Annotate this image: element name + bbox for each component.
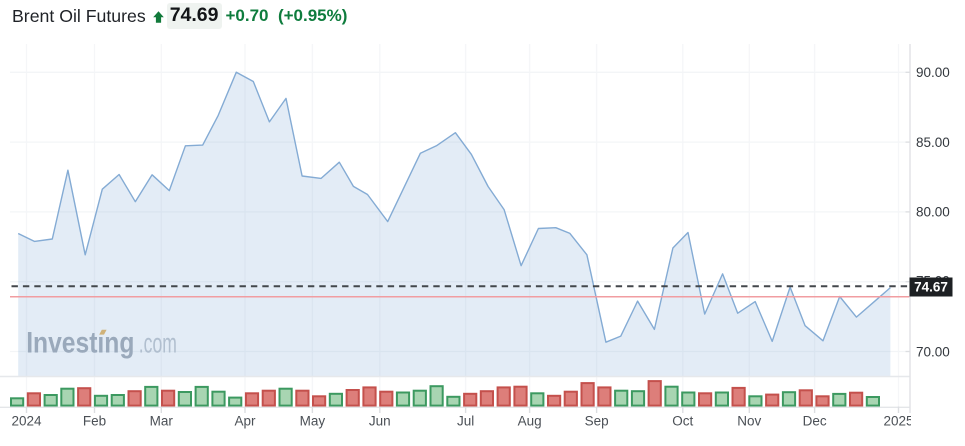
svg-text:90.00: 90.00 <box>916 65 950 80</box>
svg-text:Aug: Aug <box>518 414 542 429</box>
svg-text:Oct: Oct <box>672 414 693 429</box>
svg-text:May: May <box>300 414 326 429</box>
svg-text:Investıng: Investıng <box>26 325 134 359</box>
svg-text:Feb: Feb <box>83 414 106 429</box>
svg-text:2025: 2025 <box>883 414 913 429</box>
svg-text:Sep: Sep <box>585 414 609 429</box>
svg-text:70.00: 70.00 <box>916 344 950 359</box>
svg-text:Apr: Apr <box>234 414 256 429</box>
svg-text:Nov: Nov <box>737 414 761 429</box>
svg-text:Mar: Mar <box>150 414 174 429</box>
svg-text:2024: 2024 <box>11 414 42 429</box>
svg-text:74.67: 74.67 <box>914 279 948 294</box>
svg-text:Jul: Jul <box>457 414 474 429</box>
svg-text:80.00: 80.00 <box>916 205 950 220</box>
svg-text:.com: .com <box>139 327 177 358</box>
svg-text:85.00: 85.00 <box>916 135 950 150</box>
svg-text:Jun: Jun <box>369 414 391 429</box>
svg-text:Dec: Dec <box>803 414 827 429</box>
